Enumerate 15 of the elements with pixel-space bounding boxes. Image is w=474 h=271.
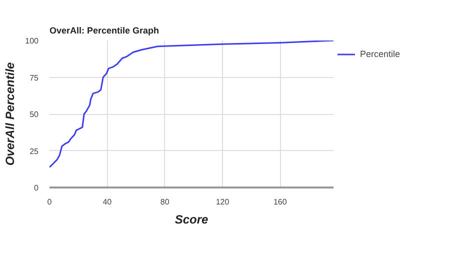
- x-tick-label: 40: [102, 198, 112, 206]
- x-tick-label: 160: [273, 198, 288, 206]
- y-tick-label: 100: [25, 36, 40, 46]
- x-tick-label: 0: [47, 198, 52, 206]
- y-tick-label: 50: [30, 110, 40, 119]
- y-axis-title: OverAll Percentile: [3, 62, 18, 166]
- line-series: [50, 40, 334, 168]
- y-tick-label: 0: [34, 184, 40, 192]
- x-tick-label: 80: [160, 198, 170, 206]
- chart-title: OverAll: Percentile Graph: [50, 26, 160, 36]
- y-tick-label: 25: [30, 146, 40, 156]
- x-tick-label: 120: [216, 198, 230, 206]
- x-axis-title: Score: [174, 212, 208, 226]
- legend-label: Percentile: [360, 49, 400, 59]
- y-tick-label: 75: [30, 73, 40, 82]
